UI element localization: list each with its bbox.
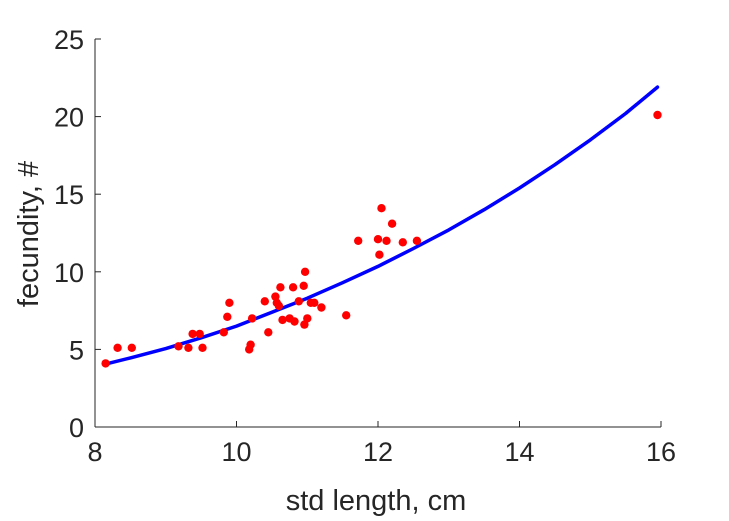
data-point: [174, 342, 183, 351]
data-point: [127, 343, 136, 352]
data-point: [219, 328, 228, 337]
data-point: [198, 343, 207, 352]
data-point: [290, 317, 299, 326]
data-point: [382, 236, 391, 245]
y-axis-label: fecundity, #: [13, 161, 45, 307]
x-tick-label: 10: [221, 437, 251, 467]
x-tick-label: 8: [87, 437, 102, 467]
data-point: [276, 283, 285, 292]
data-point: [260, 297, 269, 306]
data-point: [375, 250, 384, 259]
y-tick-label: 10: [54, 258, 84, 288]
data-point: [387, 219, 397, 228]
data-point: [246, 340, 255, 349]
data-point: [310, 298, 319, 307]
data-point: [264, 328, 273, 337]
data-point: [101, 359, 110, 368]
fit-curve: [103, 85, 660, 366]
data-point: [412, 236, 422, 245]
y-tick-label: 20: [54, 103, 84, 133]
data-point: [223, 312, 232, 321]
plot-area: [101, 85, 662, 368]
data-point: [184, 343, 193, 352]
data-point: [225, 298, 234, 307]
data-point: [294, 297, 303, 306]
data-point: [317, 303, 326, 312]
y-tick-label: 5: [69, 335, 84, 365]
data-point: [653, 110, 662, 120]
data-point: [373, 235, 383, 244]
x-tick-label: 16: [646, 437, 676, 467]
data-point: [300, 267, 310, 276]
data-point: [354, 236, 363, 245]
x-tick-label: 12: [363, 437, 393, 467]
data-point: [278, 315, 287, 325]
axes: 8 10 12 14 16 0 5 10 15 20 25: [54, 25, 676, 467]
data-point: [288, 283, 298, 292]
data-point: [247, 314, 257, 323]
x-axis-label: std length, cm: [286, 485, 467, 517]
data-point: [195, 329, 204, 339]
data-point: [299, 281, 308, 290]
data-point: [303, 314, 312, 323]
y-tick-label: 15: [54, 180, 84, 210]
data-point: [377, 204, 386, 213]
data-point: [188, 329, 197, 339]
data-point: [113, 343, 122, 352]
data-point: [342, 311, 351, 320]
y-tick-label: 0: [69, 413, 84, 443]
x-tick-label: 14: [504, 437, 534, 467]
data-point: [274, 301, 284, 311]
data-point: [398, 238, 407, 247]
y-tick-label: 25: [54, 25, 84, 55]
